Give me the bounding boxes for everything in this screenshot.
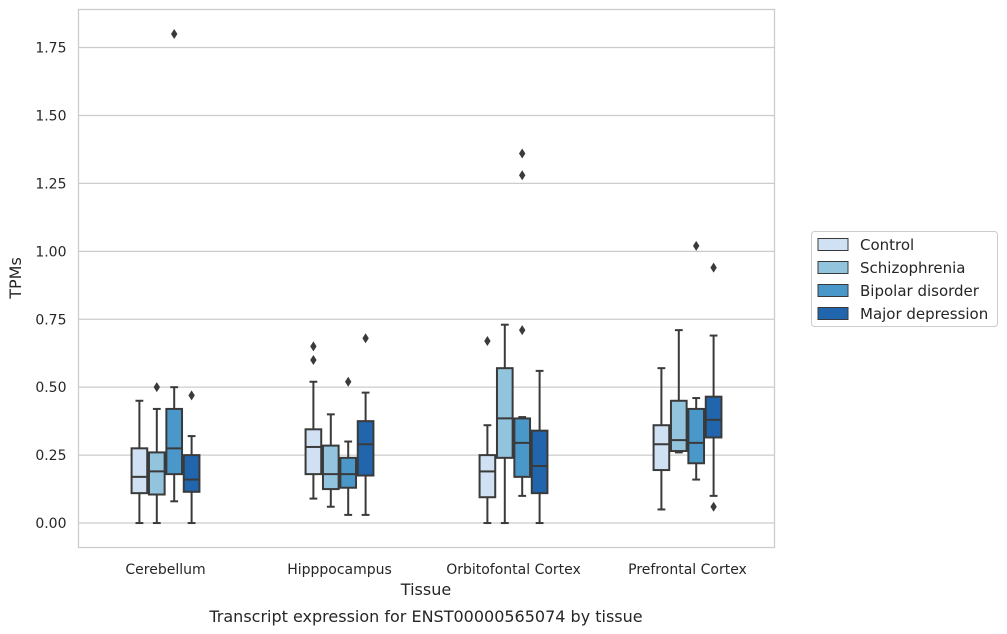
legend-item-2: Bipolar disorder [817, 282, 980, 300]
box-body [356, 420, 375, 477]
x-tick-label-0: Cerebellum [125, 562, 205, 578]
chart-caption: Transcript expression for ENST0000056507… [208, 607, 642, 626]
box-3-0 [652, 367, 671, 511]
box-3-1 [669, 329, 688, 454]
box-body [704, 395, 723, 439]
x-tick-label-3: Prefrontal Cortex [628, 562, 747, 578]
box-2-0 [478, 335, 497, 525]
box-body [513, 417, 532, 478]
flier-0 [153, 382, 160, 393]
legend-swatch [817, 307, 849, 320]
flier-2 [519, 148, 526, 159]
box-body [687, 407, 706, 465]
plot-frame [77, 8, 776, 549]
box-body [339, 456, 358, 489]
y-tick-label-4: 1.00 [35, 244, 66, 260]
flier-1 [310, 341, 317, 352]
flier-0 [484, 335, 491, 346]
y-axis-label: TPMs [6, 257, 25, 300]
box-2-1 [495, 323, 514, 525]
flier-0 [362, 333, 369, 344]
box-0-3 [182, 390, 201, 525]
x-tick-label-2: Orbitofontal Cortex [446, 562, 581, 578]
flier-0 [171, 28, 178, 39]
y-tick-label-0: 0.00 [35, 516, 66, 532]
legend-item-1: Schizophrenia [817, 259, 965, 277]
y-tick-label-2: 0.50 [35, 380, 66, 396]
flier-1 [710, 262, 717, 273]
box-body [321, 444, 340, 491]
flier-0 [310, 355, 317, 366]
legend: Control Schizophrenia Bipolar disorder Majo… [811, 231, 998, 327]
box-1-3 [356, 333, 375, 516]
box-1-2 [339, 376, 358, 516]
box-body [669, 399, 688, 453]
legend-swatch [817, 238, 849, 251]
box-0-0 [130, 399, 149, 525]
box-body [165, 407, 184, 476]
box-groups [130, 28, 723, 525]
box-2-2 [513, 148, 532, 497]
legend-swatch [817, 284, 849, 297]
legend-label: Control [860, 236, 914, 254]
y-tick-labels: 0.00 0.25 0.50 0.75 1.00 1.25 1.50 1.75 [35, 41, 66, 533]
flier-0 [693, 240, 700, 251]
x-axis-label: Tissue [400, 580, 451, 599]
legend-item-3: Major depression [817, 305, 988, 323]
box-0-2 [165, 28, 184, 503]
box-1-1 [321, 413, 340, 508]
flier-0 [519, 325, 526, 336]
legend-frame [811, 231, 998, 327]
box-3-2 [687, 240, 706, 481]
box-body [147, 451, 166, 496]
flier-0 [710, 501, 717, 512]
y-tick-label-5: 1.25 [35, 176, 66, 192]
box-body [652, 424, 671, 472]
y-tick-label-3: 0.75 [35, 312, 66, 328]
legend-label: Bipolar disorder [860, 282, 980, 300]
box-2-3 [530, 369, 549, 525]
box-0-1 [147, 382, 166, 525]
flier-0 [188, 390, 195, 401]
legend-swatch [817, 261, 849, 274]
box-body [530, 429, 549, 495]
legend-label: Major depression [860, 305, 988, 323]
box-1-0 [304, 341, 323, 500]
flier-1 [519, 170, 526, 181]
legend-label: Schizophrenia [860, 259, 965, 277]
y-tick-label-1: 0.25 [35, 448, 66, 464]
y-tick-label-6: 1.50 [35, 108, 66, 124]
box-body [182, 454, 201, 493]
legend-item-0: Control [817, 236, 914, 254]
box-body [130, 447, 149, 495]
box-body [304, 428, 323, 476]
x-tick-labels: Cerebellum Hipppocampus Orbitofontal Corte… [125, 562, 746, 578]
box-body [495, 367, 514, 459]
y-tick-label-7: 1.75 [35, 41, 66, 57]
box-3-3 [704, 262, 723, 512]
flier-0 [345, 376, 352, 387]
x-tick-label-1: Hipppocampus [287, 562, 392, 578]
box-body [478, 454, 497, 499]
